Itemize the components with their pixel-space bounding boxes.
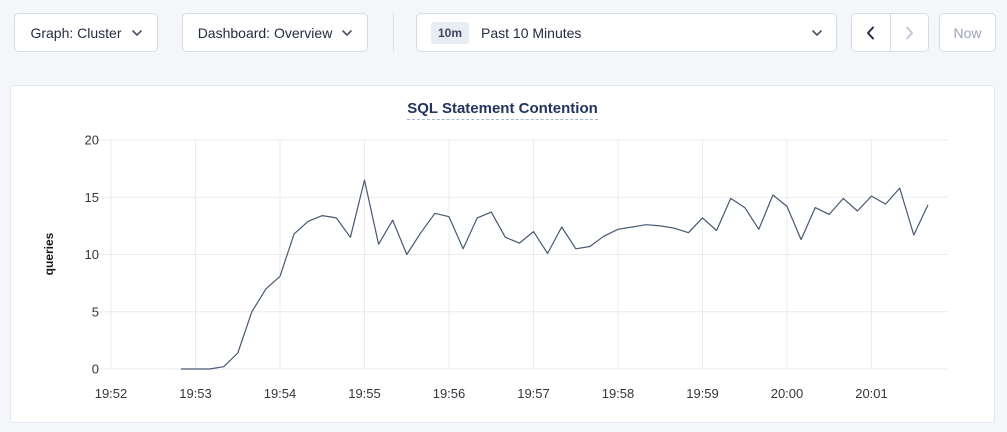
chart-title: SQL Statement Contention bbox=[11, 100, 994, 120]
svg-text:19:53: 19:53 bbox=[179, 386, 212, 401]
graph-dropdown-label: Graph: Cluster bbox=[30, 24, 122, 41]
svg-text:queries: queries bbox=[42, 232, 56, 275]
dashboard-dropdown-label: Dashboard: Overview bbox=[197, 24, 333, 41]
next-range-button[interactable] bbox=[889, 14, 928, 51]
time-range-pager bbox=[851, 13, 929, 52]
sql-contention-line-chart[interactable]: 19:52 19:53 19:54 19:55 19:56 19:57 19:58 19:59… bbox=[11, 126, 996, 416]
chevron-left-icon bbox=[866, 26, 875, 40]
svg-text:19:58: 19:58 bbox=[602, 386, 635, 401]
chevron-right-icon bbox=[905, 26, 914, 40]
dashboard-dropdown-button[interactable]: Dashboard: Overview bbox=[182, 13, 368, 52]
chart-title-text[interactable]: SQL Statement Contention bbox=[407, 100, 598, 120]
svg-text:19:52: 19:52 bbox=[95, 386, 128, 401]
svg-text:15: 15 bbox=[85, 190, 99, 205]
time-range-badge: 10m bbox=[431, 21, 470, 44]
svg-text:19:54: 19:54 bbox=[264, 386, 297, 401]
svg-text:5: 5 bbox=[92, 304, 99, 319]
chart-panel: SQL Statement Contention 19:52 19:53 19:54… bbox=[10, 85, 995, 423]
graph-dropdown-button[interactable]: Graph: Cluster bbox=[14, 13, 158, 52]
svg-text:20: 20 bbox=[85, 133, 99, 148]
svg-text:20:00: 20:00 bbox=[771, 386, 804, 401]
svg-text:10: 10 bbox=[85, 247, 99, 262]
chevron-down-icon bbox=[342, 29, 353, 36]
svg-text:19:55: 19:55 bbox=[348, 386, 381, 401]
svg-text:19:56: 19:56 bbox=[433, 386, 466, 401]
time-range-selector[interactable]: 10m Past 10 Minutes bbox=[416, 13, 837, 52]
time-range-label: Past 10 Minutes bbox=[481, 24, 582, 41]
svg-text:0: 0 bbox=[92, 362, 99, 377]
svg-text:20:01: 20:01 bbox=[855, 386, 888, 401]
prev-range-button[interactable] bbox=[852, 14, 890, 51]
chevron-down-icon bbox=[131, 29, 142, 36]
svg-text:19:59: 19:59 bbox=[686, 386, 719, 401]
toolbar-divider bbox=[393, 13, 394, 52]
chevron-down-icon bbox=[812, 29, 822, 36]
now-button[interactable]: Now bbox=[939, 13, 996, 52]
svg-text:19:57: 19:57 bbox=[517, 386, 550, 401]
